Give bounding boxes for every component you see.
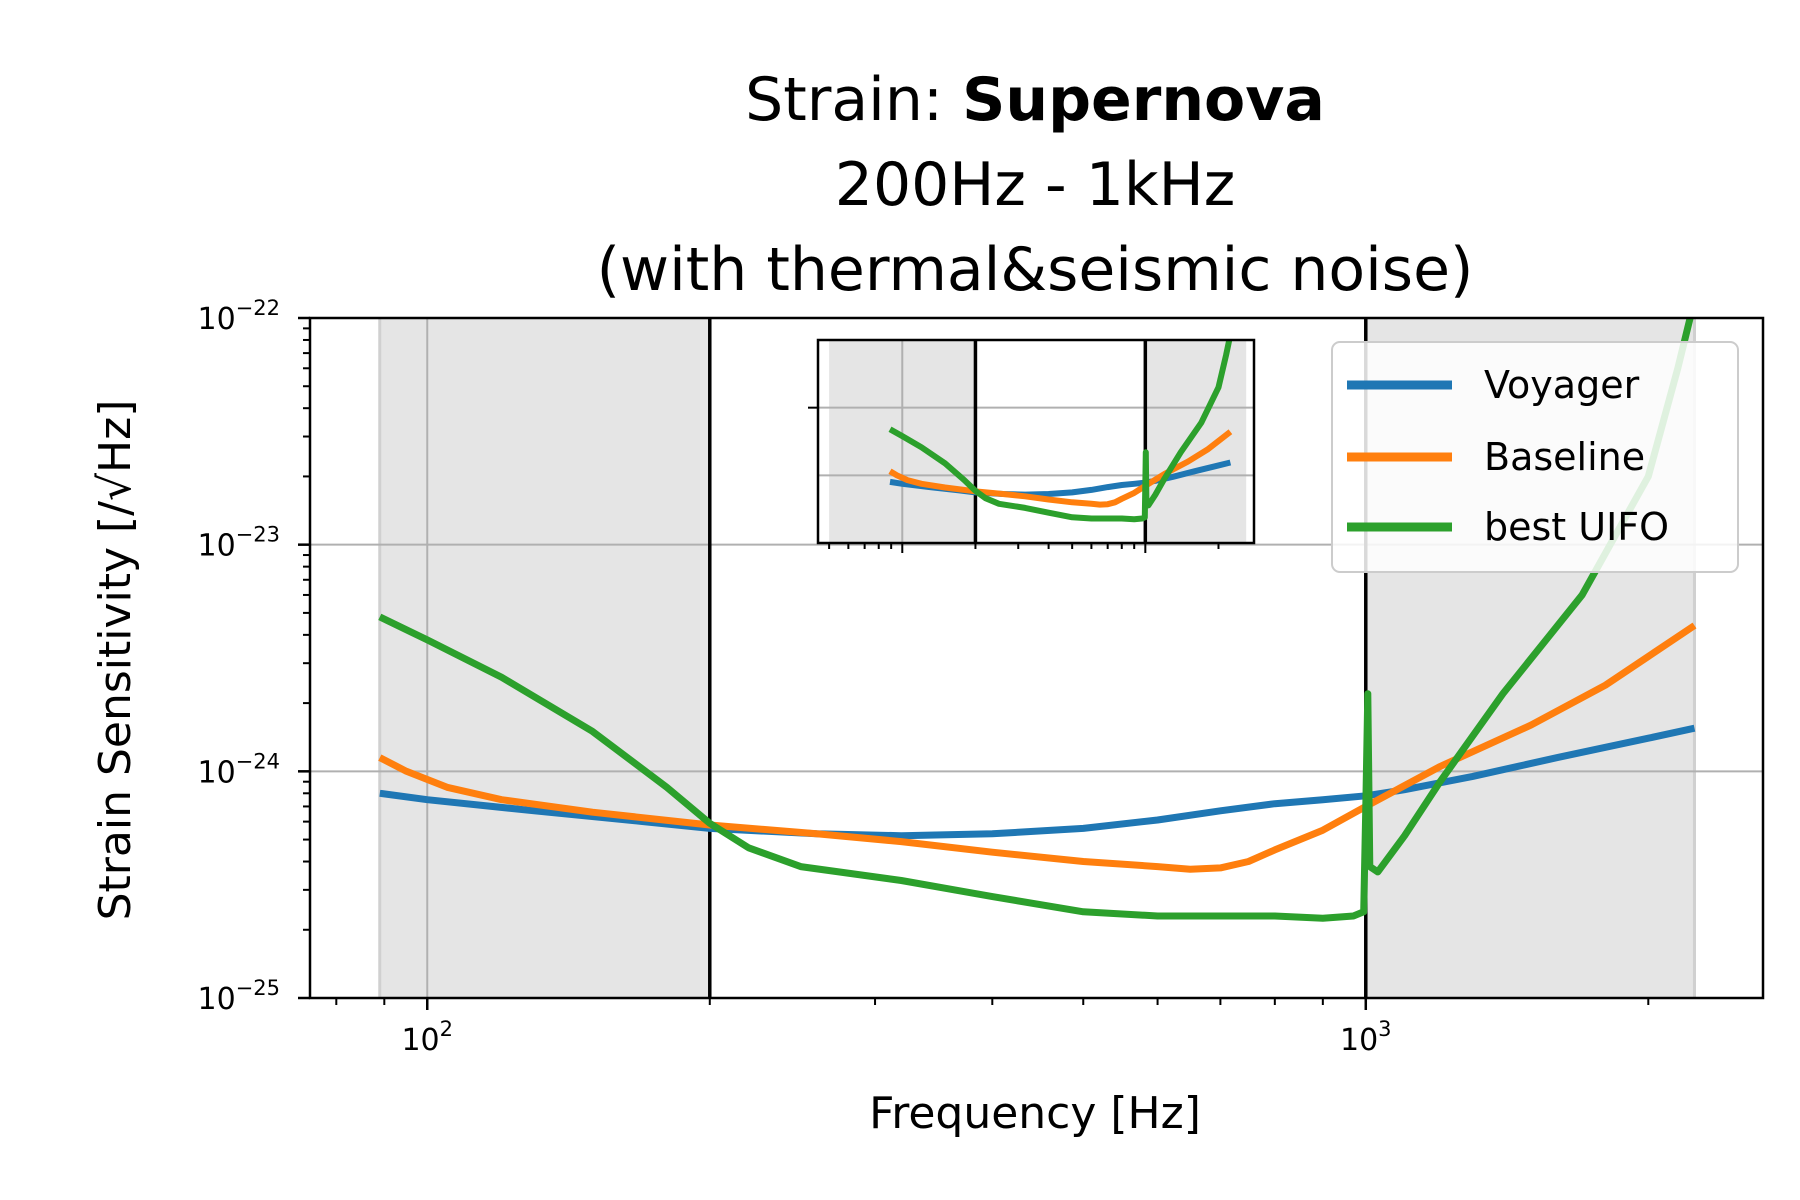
inset-plot [808, 338, 1256, 553]
y-tick-label: 10−25 [197, 976, 280, 1017]
chart-title-prefix: Strain: [745, 65, 962, 135]
legend-box [1331, 341, 1739, 573]
x-tick-labels: 102 103 [401, 1017, 1391, 1058]
y-tick-exponent: −24 [236, 749, 280, 773]
y-tick-label: 10−24 [197, 749, 280, 790]
legend-label-baseline: Baseline [1484, 435, 1645, 479]
inset-ticks [808, 406, 1220, 553]
inset-series-line-baseline [888, 429, 1233, 508]
y-tick-base: 10 [197, 302, 235, 337]
series-lines [378, 318, 1697, 922]
axis-ticks [298, 316, 1650, 1010]
legend-label-best-uifo: best UIFO [1484, 505, 1669, 549]
legend-label-voyager: Voyager [1484, 363, 1640, 407]
series-line-baseline [378, 622, 1697, 873]
y-axis-label: Strain Sensitivity [/√Hz] [90, 400, 141, 921]
chart-title-line1: Strain: Supernova [745, 65, 1325, 135]
legend: Voyager Baseline best UIFO [1331, 341, 1739, 573]
chart-title-line3: (with thermal&seismic noise) [597, 235, 1474, 305]
y-tick-label: 10−23 [197, 523, 280, 564]
x-tick-exponent: 2 [440, 1017, 453, 1041]
chart-title-bold: Supernova [962, 65, 1325, 135]
inset-shaded-region [1145, 340, 1247, 543]
x-tick-label: 103 [1340, 1017, 1392, 1058]
plot-frame [308, 316, 1765, 1000]
y-tick-base: 10 [197, 982, 235, 1017]
y-tick-exponent: −22 [236, 296, 280, 320]
x-axis-label: Frequency [Hz] [869, 1088, 1201, 1139]
x-tick-base: 10 [401, 1023, 439, 1058]
x-tick-base: 10 [1340, 1023, 1378, 1058]
y-tick-base: 10 [197, 529, 235, 564]
shaded-region-1 [379, 318, 710, 998]
y-tick-label: 10−22 [197, 296, 280, 337]
series-line-voyager [379, 724, 1696, 840]
y-tick-exponent: −23 [236, 523, 280, 547]
x-tick-label: 102 [401, 1017, 453, 1058]
y-tick-exponent: −25 [236, 976, 280, 1000]
chart-title-line2: 200Hz - 1kHz [835, 150, 1235, 220]
inset-frame [816, 338, 1256, 545]
x-tick-exponent: 3 [1378, 1017, 1391, 1041]
inset-series-line-best-uifo [888, 340, 1233, 523]
y-tick-base: 10 [197, 755, 235, 790]
inset-series-lines [888, 340, 1233, 523]
series-line-best-uifo [378, 318, 1694, 922]
